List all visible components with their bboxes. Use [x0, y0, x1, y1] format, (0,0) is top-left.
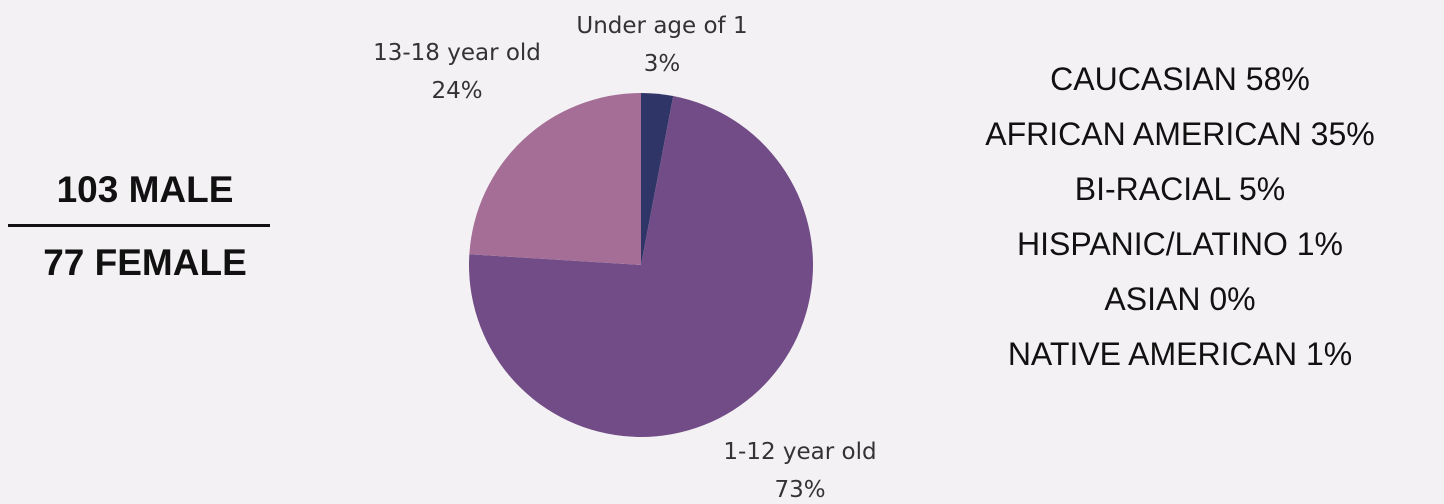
pie-category-label: 13-18 year old: [373, 40, 541, 66]
ethnicity-item: ASIAN 0%: [1104, 281, 1256, 317]
pie-slice-3: [469, 93, 641, 265]
female-count: 77 FEMALE: [43, 242, 247, 283]
ethnicity-list: CAUCASIAN 58% AFRICAN AMERICAN 35% BI-RA…: [930, 52, 1430, 382]
pie-value-label: 73%: [774, 477, 825, 503]
ethnicity-item: CAUCASIAN 58%: [1050, 61, 1310, 97]
pie-category-label: 1-12 year old: [723, 439, 876, 465]
ethnicity-item: BI-RACIAL 5%: [1074, 171, 1286, 207]
ethnicity-item: NATIVE AMERICAN 1%: [1007, 336, 1353, 372]
pie-value-label: 24%: [431, 78, 482, 104]
pie-category-label: Under age of 1: [576, 13, 747, 39]
ethnicity-item: AFRICAN AMERICAN 35%: [985, 116, 1375, 152]
male-count: 103 MALE: [56, 169, 234, 210]
ethnicity-item: HISPANIC/LATINO 1%: [1017, 226, 1343, 262]
gender-summary: 103 MALE 77 FEMALE: [0, 160, 290, 293]
pie-value-label: 3%: [644, 51, 681, 77]
pie-slice-1: [641, 93, 674, 265]
gender-divider: [8, 224, 270, 227]
pie-slice-2: [469, 96, 814, 438]
